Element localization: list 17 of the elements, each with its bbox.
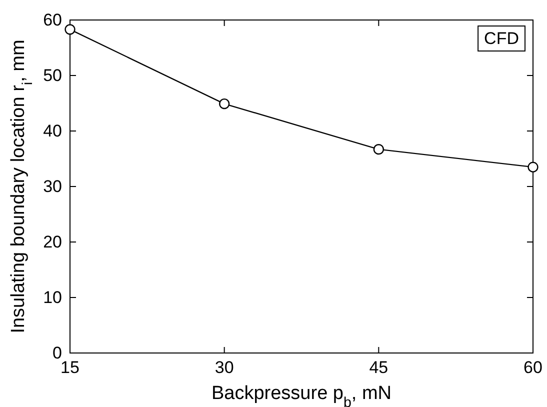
y-tick-label: 30 bbox=[43, 176, 62, 196]
y-tick-label: 60 bbox=[43, 10, 62, 30]
y-tick-label: 20 bbox=[43, 232, 62, 252]
y-tick-label: 10 bbox=[43, 288, 62, 307]
y-tick-label: 50 bbox=[43, 66, 62, 85]
point bbox=[528, 162, 538, 172]
x-tick-label: 30 bbox=[214, 358, 234, 378]
point bbox=[64, 24, 76, 35]
x-axis-title: Backpressure p$_{b}$, mN bbox=[211, 383, 392, 407]
x-tick-label: 60 bbox=[524, 358, 542, 378]
point bbox=[373, 144, 384, 155]
annotation: CFD bbox=[484, 29, 519, 48]
point bbox=[219, 98, 230, 110]
x-tick-label: 15 bbox=[60, 358, 80, 378]
y-tick-label: 40 bbox=[43, 121, 62, 140]
x-tick-label: 45 bbox=[369, 358, 388, 378]
y-tick-label: 0 bbox=[52, 343, 62, 362]
